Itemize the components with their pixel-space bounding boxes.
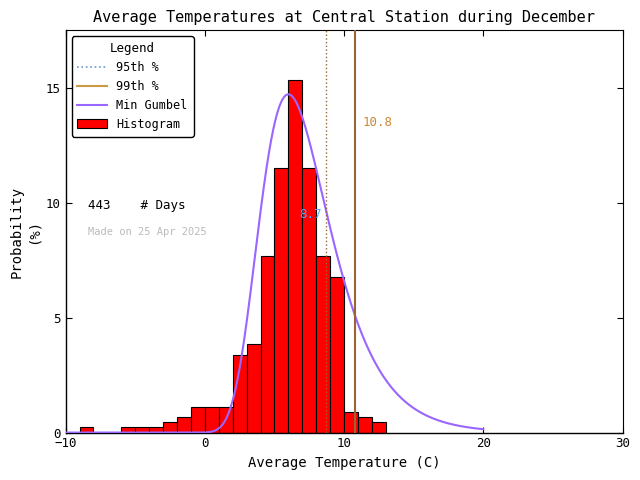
Bar bbox=[358, 417, 372, 432]
Bar bbox=[122, 427, 135, 432]
Title: Average Temperatures at Central Station during December: Average Temperatures at Central Station … bbox=[93, 10, 595, 25]
Bar bbox=[219, 407, 233, 432]
Text: 10.8: 10.8 bbox=[362, 116, 392, 129]
Text: 443    # Days: 443 # Days bbox=[88, 199, 186, 212]
Bar bbox=[149, 427, 163, 432]
Bar bbox=[246, 344, 260, 432]
Bar bbox=[233, 355, 246, 432]
Bar bbox=[79, 427, 93, 432]
Bar bbox=[205, 407, 219, 432]
Bar bbox=[302, 168, 316, 432]
Bar bbox=[344, 412, 358, 432]
Bar bbox=[135, 427, 149, 432]
Bar bbox=[163, 422, 177, 432]
Text: Made on 25 Apr 2025: Made on 25 Apr 2025 bbox=[88, 228, 207, 238]
Y-axis label: Probability
(%): Probability (%) bbox=[10, 185, 40, 277]
Text: 8.7: 8.7 bbox=[300, 208, 322, 221]
X-axis label: Average Temperature (C): Average Temperature (C) bbox=[248, 456, 440, 470]
Bar bbox=[289, 80, 302, 432]
Legend: 95th %, 99th %, Min Gumbel, Histogram: 95th %, 99th %, Min Gumbel, Histogram bbox=[72, 36, 193, 137]
Bar bbox=[260, 256, 275, 432]
Bar bbox=[330, 276, 344, 432]
Bar bbox=[316, 256, 330, 432]
Bar bbox=[275, 168, 289, 432]
Bar bbox=[191, 407, 205, 432]
Bar bbox=[372, 422, 386, 432]
Bar bbox=[177, 417, 191, 432]
